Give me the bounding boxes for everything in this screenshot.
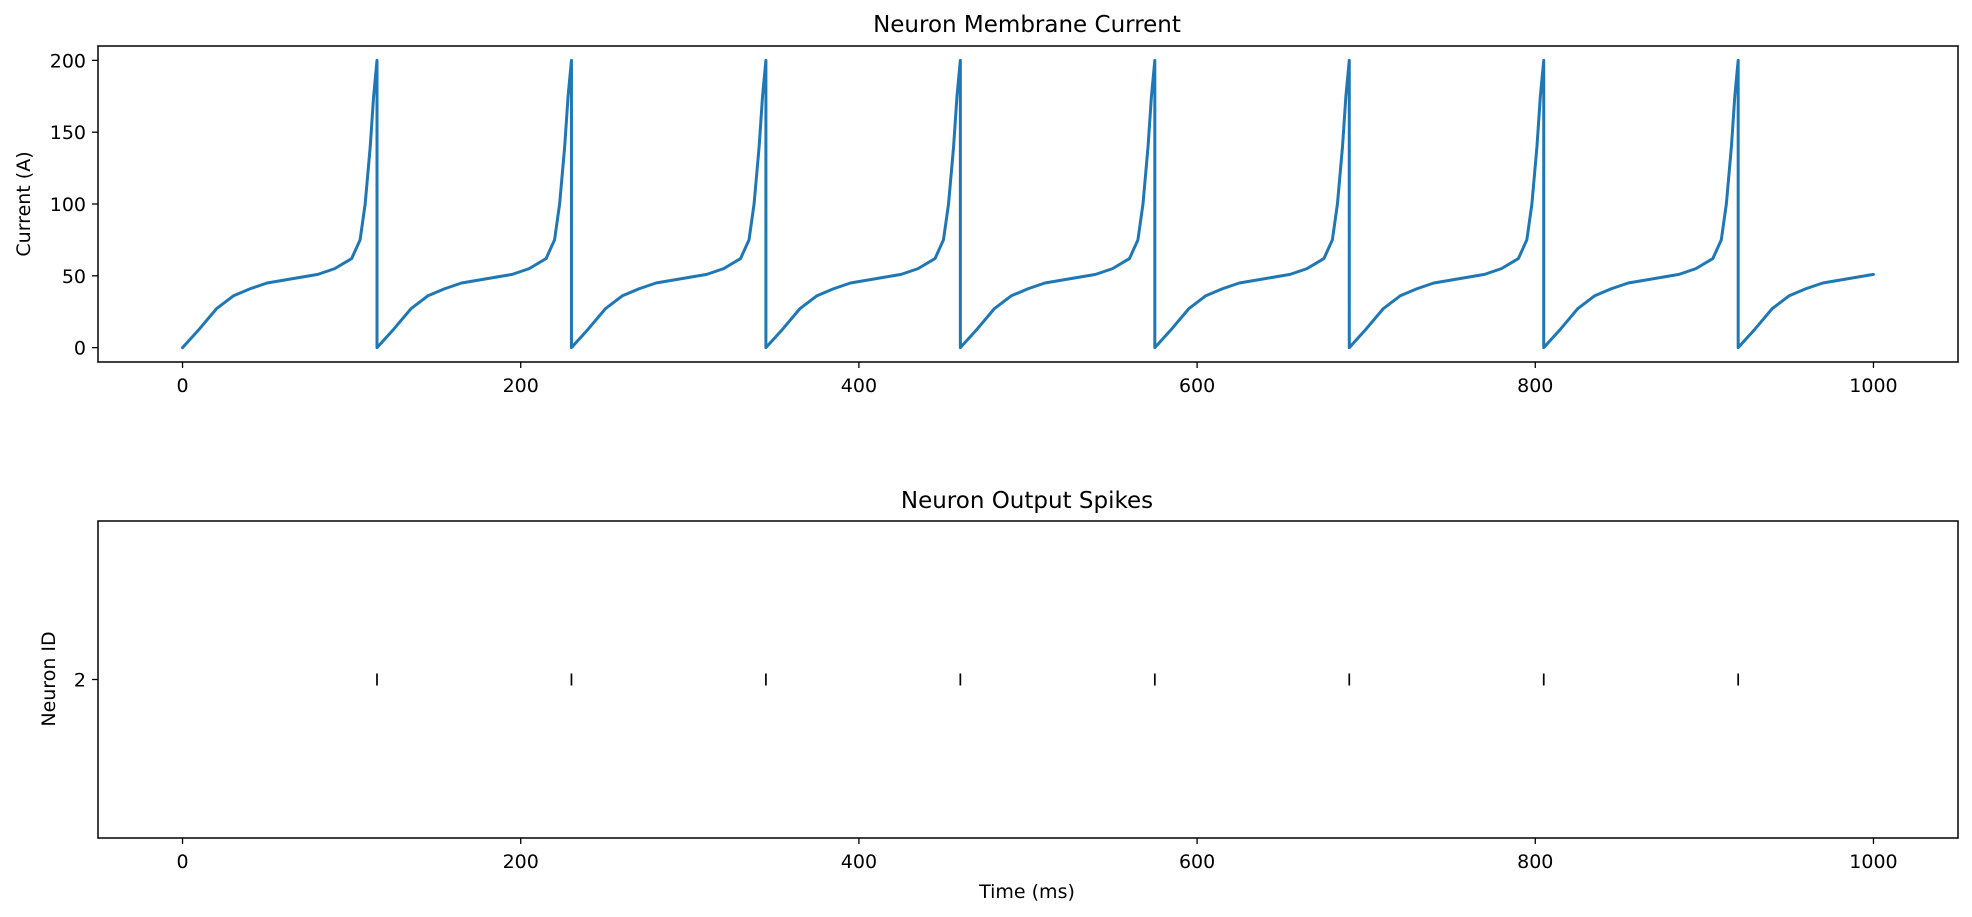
x-tick-label: 0 — [176, 851, 188, 873]
x-tick-label: 0 — [176, 375, 188, 397]
y-tick-label: 100 — [50, 194, 86, 216]
membrane-current-chart: Neuron Membrane Current Current (A) 0 200… — [13, 12, 1959, 397]
plot-frame — [97, 520, 1959, 839]
plot-area — [376, 673, 1740, 686]
axis-ticks — [92, 678, 1875, 844]
chart-title: Neuron Membrane Current — [873, 12, 1181, 38]
y-tick-label: 0 — [74, 338, 86, 360]
x-tick-label: 800 — [1517, 851, 1553, 873]
output-spikes-chart: Neuron Output Spikes Time (ms) Neuron ID… — [38, 488, 1959, 903]
x-tick-label: 200 — [503, 375, 539, 397]
x-tick-label: 400 — [841, 851, 877, 873]
x-tick-label: 200 — [503, 851, 539, 873]
membrane-current-line — [181, 58, 1875, 350]
y-tick-label: 2 — [74, 670, 86, 692]
tick-labels: 0 200 400 600 800 1000 0 50 100 150 200 — [50, 50, 1898, 397]
plot-frame — [97, 45, 1959, 363]
x-tick-label: 1000 — [1849, 375, 1897, 397]
y-tick-label: 200 — [50, 50, 86, 72]
tick-labels: 0 200 400 600 800 1000 2 — [74, 670, 1898, 874]
x-tick-label: 600 — [1179, 375, 1215, 397]
x-tick-label: 1000 — [1849, 851, 1897, 873]
x-tick-label: 600 — [1179, 851, 1215, 873]
chart-title: Neuron Output Spikes — [901, 488, 1153, 514]
y-axis-label: Neuron ID — [38, 631, 60, 726]
x-axis-label: Time (ms) — [978, 881, 1075, 903]
plot-area — [181, 58, 1875, 350]
y-tick-label: 50 — [62, 266, 86, 288]
x-tick-label: 800 — [1517, 375, 1553, 397]
y-tick-label: 150 — [50, 122, 86, 144]
x-tick-label: 400 — [841, 375, 877, 397]
axis-ticks — [92, 59, 1875, 368]
y-axis-label: Current (A) — [13, 151, 35, 256]
